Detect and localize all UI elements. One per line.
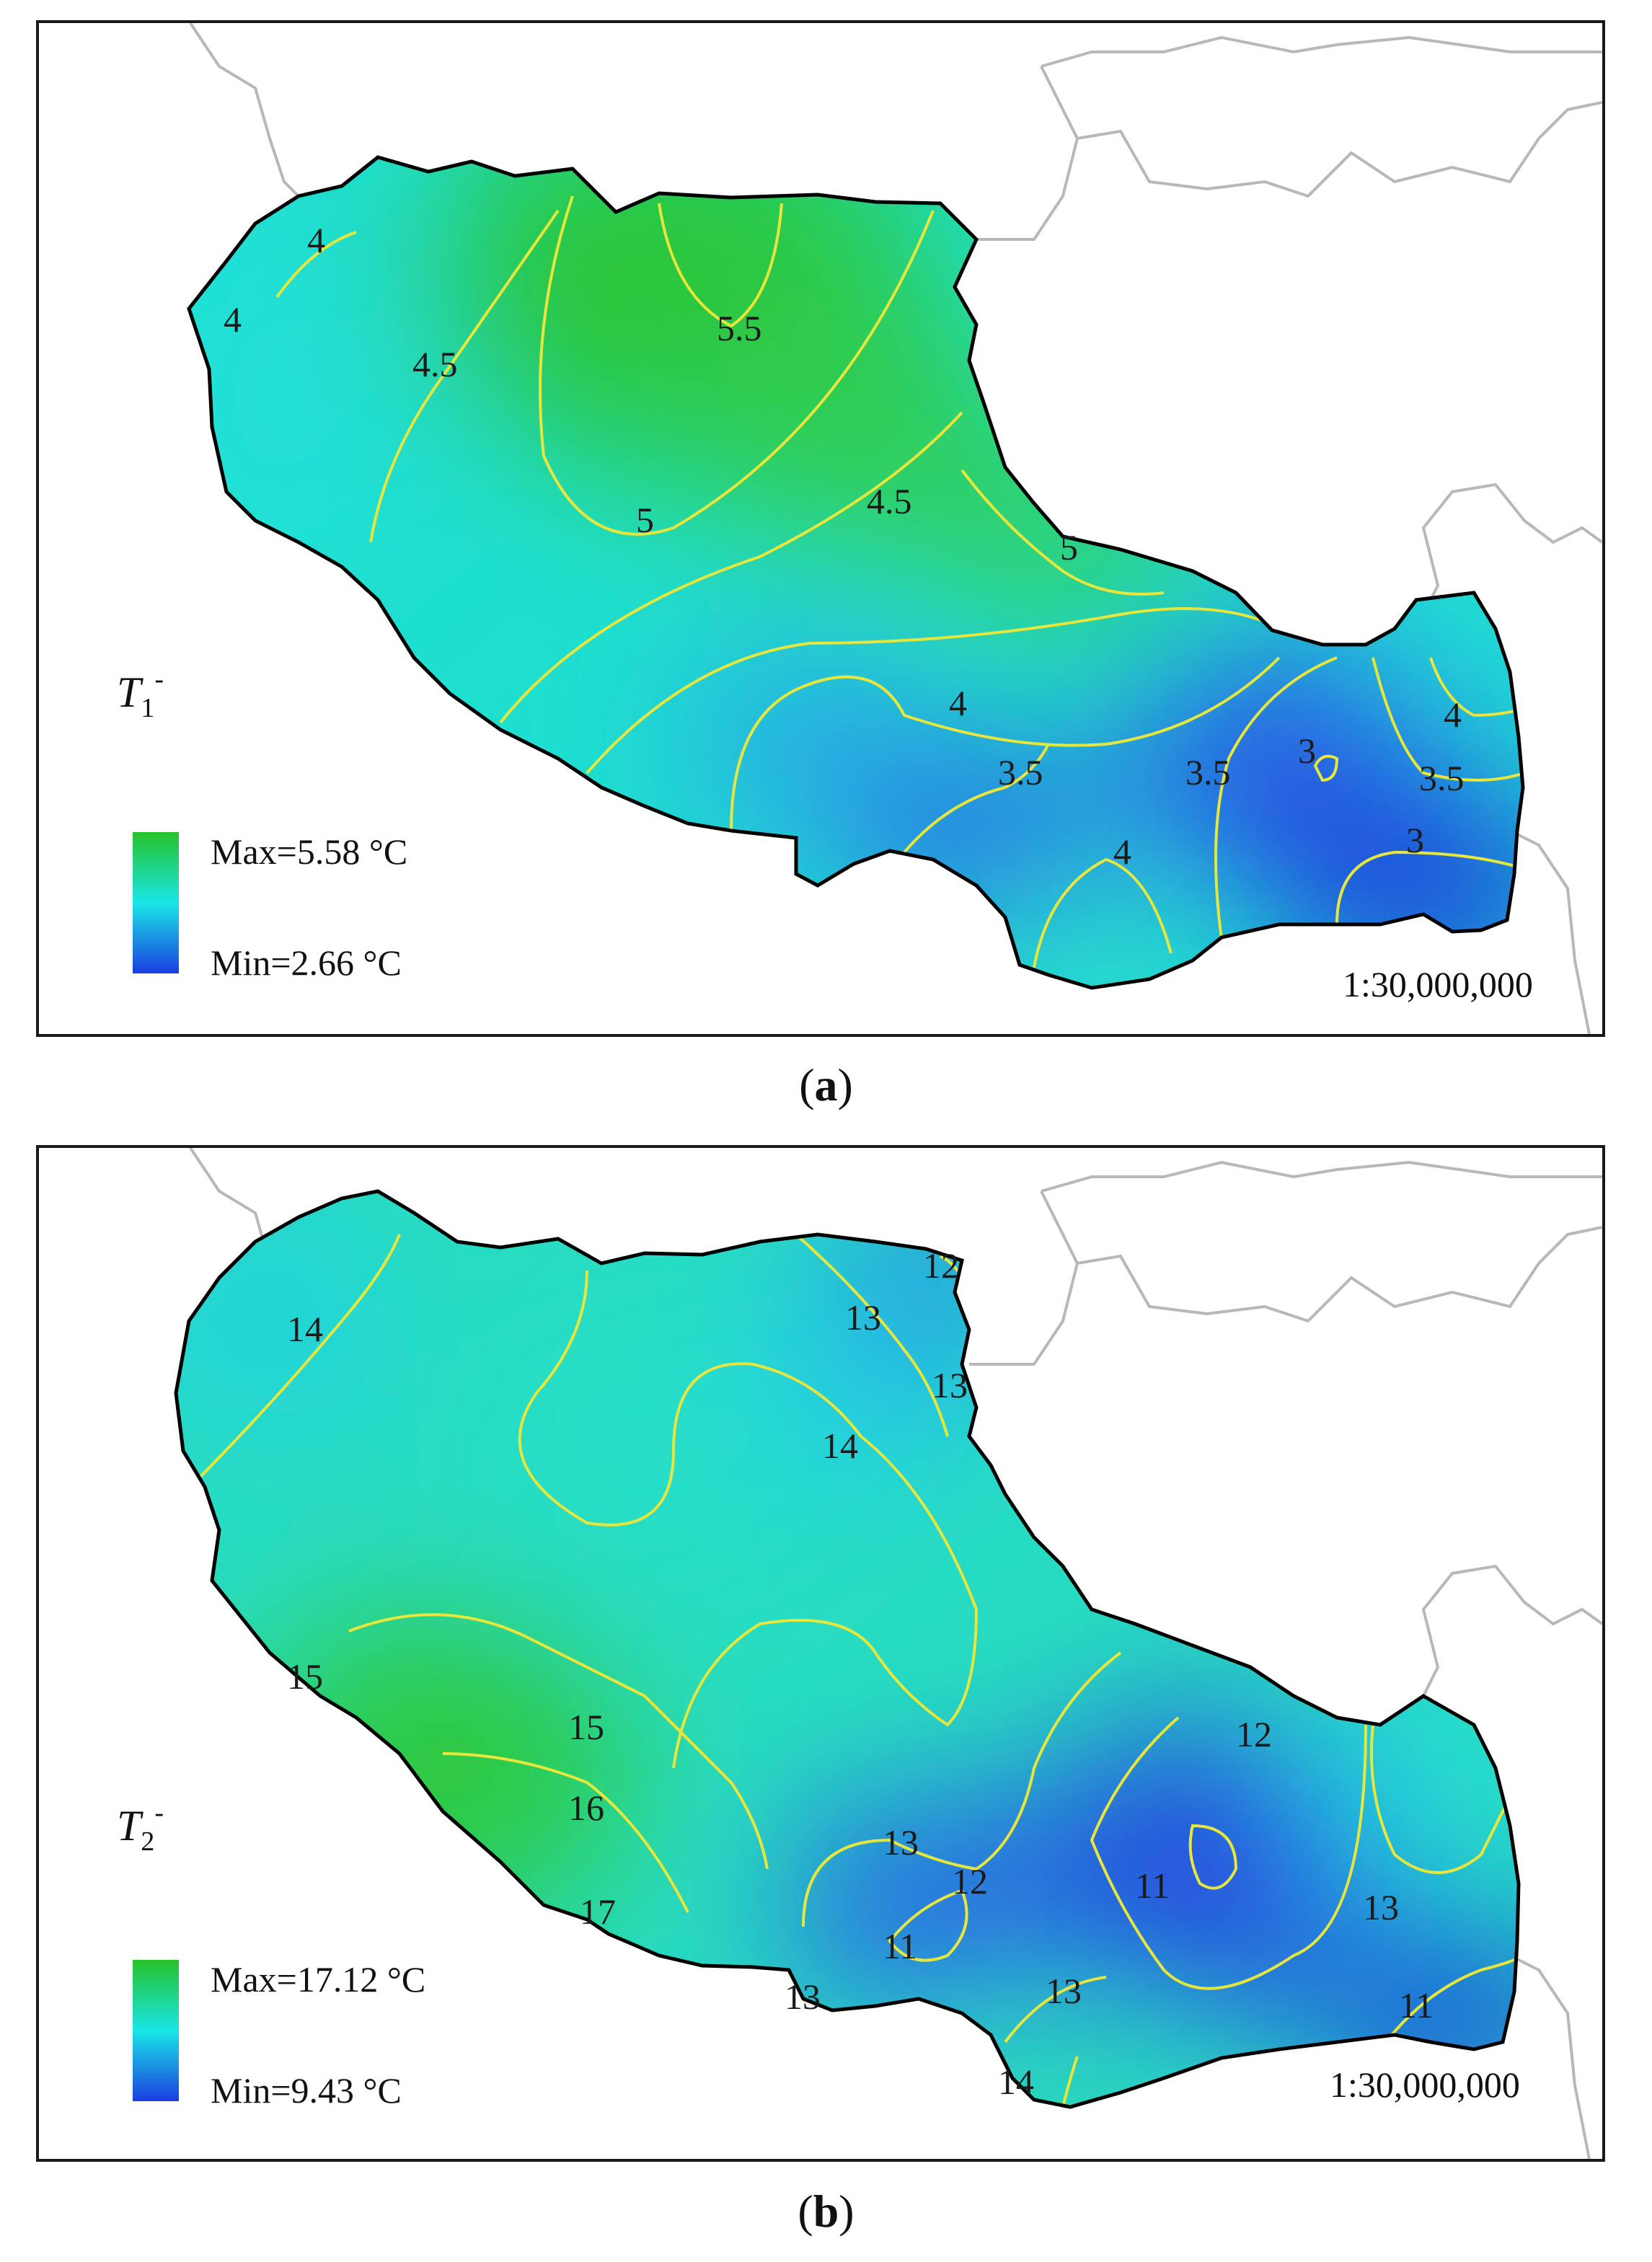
contour-label: 4 [1444, 694, 1462, 735]
contour-label: 17 [580, 1891, 616, 1932]
contour-label: 5 [1060, 527, 1078, 567]
contour-label: 5.5 [717, 308, 762, 348]
contour-label: 11 [1399, 1985, 1434, 2025]
map-panel-b: 14 12 13 13 14 15 15 16 17 13 12 11 13 1… [36, 1145, 1605, 2162]
contour-label: 14 [822, 1426, 858, 1466]
contour-label: 4.5 [867, 481, 912, 521]
contour-label: 12 [952, 1861, 988, 1901]
contour-label: 13 [1046, 1971, 1082, 2011]
contour-label: 4 [1113, 831, 1131, 872]
legend: T2- Max=17.12 °C Min=9.43 °C [117, 1798, 425, 2111]
contour-label: 3.5 [1419, 758, 1465, 798]
contour-label: 3.5 [1185, 752, 1231, 792]
contour-label: 14 [287, 1309, 323, 1349]
contour-label: 4 [307, 220, 325, 260]
contour-label: 13 [932, 1365, 968, 1405]
legend-color-ramp [133, 1960, 179, 2101]
contour-label: 12 [1236, 1714, 1272, 1754]
contour-lines [275, 195, 1523, 968]
contour-label: 13 [883, 1822, 919, 1863]
contour-label: 4.5 [412, 344, 458, 384]
legend-title: T2- [117, 1798, 164, 1857]
legend: T1- Max=5.58 °C Min=2.66 °C [117, 664, 407, 983]
contour-label: 13 [1363, 1887, 1399, 1927]
legend-min: Min=2.66 °C [211, 942, 402, 983]
contour-label: 13 [785, 1976, 821, 2017]
legend-max: Max=17.12 °C [211, 1959, 425, 2000]
neighbor-borders [189, 23, 1602, 1034]
contour-label: 11 [1135, 1865, 1170, 1906]
contour-lines [182, 1233, 1519, 2107]
contour-label: 12 [923, 1245, 959, 1286]
contour-label: 15 [568, 1707, 604, 1747]
contour-label: 3 [1298, 730, 1316, 771]
contour-labels: 4 4 4.5 5.5 5 4.5 5 4 3.5 3.5 3 4 3.5 3 … [224, 220, 1465, 872]
contour-label: 4 [224, 299, 242, 340]
caption-a: (a) [799, 1059, 853, 1110]
contour-label: 13 [845, 1297, 881, 1338]
temperature-map-b: 14 12 13 13 14 15 15 16 17 13 12 11 13 1… [117, 1148, 1602, 2159]
contour-label: 3 [1406, 820, 1424, 860]
legend-title: T1- [117, 664, 164, 723]
scale-text: 1:30,000,000 [1330, 2064, 1520, 2105]
contour-label: 4 [949, 683, 967, 723]
map-panel-a: 4 4 4.5 5.5 5 4.5 5 4 3.5 3.5 3 4 3.5 3 … [36, 20, 1605, 1037]
contour-label: 14 [998, 2062, 1034, 2102]
legend-color-ramp [133, 832, 179, 973]
contour-label: 11 [883, 1926, 917, 1966]
contour-label: 5 [636, 500, 654, 540]
temperature-field [176, 1191, 1519, 2107]
temperature-map-a: 4 4 4.5 5.5 5 4.5 5 4 3.5 3.5 3 4 3.5 3 … [117, 23, 1602, 1034]
contour-labels: 14 12 13 13 14 15 15 16 17 13 12 11 13 1… [287, 1245, 1434, 2102]
contour-label: 16 [568, 1788, 604, 1828]
legend-max: Max=5.58 °C [211, 831, 407, 872]
contour-label: 15 [287, 1656, 323, 1697]
legend-min: Min=9.43 °C [211, 2070, 402, 2111]
contour-label: 3.5 [998, 752, 1043, 792]
scale-text: 1:30,000,000 [1343, 964, 1533, 1004]
caption-b: (b) [798, 2186, 854, 2237]
